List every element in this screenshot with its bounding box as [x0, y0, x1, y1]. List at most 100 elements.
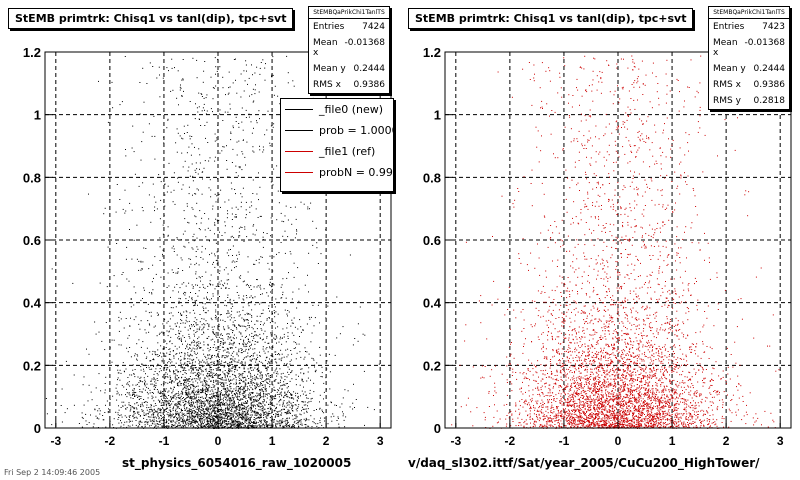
scatter-point [144, 424, 146, 426]
scatter-point [237, 393, 239, 395]
scatter-point [254, 419, 256, 421]
scatter-point [286, 419, 288, 421]
scatter-point [236, 421, 238, 422]
scatter-point [218, 193, 220, 195]
scatter-point [228, 399, 230, 401]
scatter-point [256, 401, 258, 402]
scatter-point [236, 396, 238, 398]
scatter-point [225, 267, 227, 269]
scatter-point [129, 347, 131, 348]
scatter-point [192, 407, 194, 409]
scatter-point [216, 422, 218, 424]
scatter-point [235, 395, 237, 397]
scatter-point [190, 411, 192, 413]
scatter-point [234, 420, 236, 422]
scatter-point [270, 181, 272, 183]
scatter-point [191, 414, 192, 416]
scatter-point [198, 408, 200, 410]
scatter-point [195, 271, 197, 273]
scatter-point [82, 417, 84, 419]
scatter-point [235, 214, 237, 215]
scatter-point [242, 364, 244, 365]
scatter-point [215, 368, 217, 370]
scatter-point [215, 332, 217, 334]
scatter-point [222, 350, 224, 352]
scatter-point [327, 423, 329, 425]
scatter-point [128, 402, 130, 404]
scatter-point [170, 415, 172, 417]
scatter-point [228, 368, 230, 370]
scatter-point [262, 411, 264, 413]
scatter-point [118, 372, 120, 374]
scatter-point [282, 405, 284, 407]
scatter-point [244, 421, 246, 423]
scatter-point [246, 283, 248, 285]
scatter-point [212, 426, 214, 428]
scatter-point [166, 398, 168, 399]
scatter-point [253, 396, 255, 398]
scatter-point [177, 70, 179, 72]
scatter-point [140, 299, 142, 301]
scatter-point [145, 332, 147, 334]
scatter-point [201, 251, 203, 253]
scatter-point [241, 417, 243, 419]
scatter-point [128, 419, 130, 420]
scatter-point [238, 311, 240, 313]
scatter-point [330, 401, 332, 403]
scatter-point [163, 332, 165, 334]
scatter-point [293, 391, 295, 393]
scatter-point [116, 399, 118, 401]
scatter-point [226, 333, 228, 335]
scatter-point [151, 281, 153, 283]
scatter-point [153, 408, 155, 410]
scatter-point [323, 412, 325, 414]
scatter-point [162, 407, 163, 409]
scatter-point [157, 374, 159, 376]
scatter-point [143, 101, 145, 103]
scatter-point [227, 416, 229, 418]
scatter-point [290, 394, 292, 396]
scatter-point [231, 379, 233, 381]
scatter-point [159, 401, 160, 402]
scatter-point [178, 406, 180, 408]
scatter-point [206, 110, 208, 112]
scatter-point [224, 426, 226, 427]
scatter-point [109, 399, 111, 400]
scatter-point [159, 392, 161, 394]
scatter-point [129, 410, 131, 412]
scatter-point [284, 375, 286, 377]
scatter-point [175, 362, 177, 364]
scatter-point [211, 423, 213, 424]
scatter-point [323, 398, 324, 400]
scatter-point [101, 340, 103, 342]
scatter-point [211, 389, 213, 391]
scatter-point [197, 375, 199, 377]
scatter-point [219, 341, 221, 343]
scatter-point [171, 361, 173, 363]
scatter-point [357, 323, 359, 325]
scatter-point [212, 205, 214, 207]
scatter-point [292, 426, 294, 428]
scatter-point [197, 111, 199, 113]
scatter-point [182, 393, 184, 395]
scatter-point [208, 420, 210, 422]
scatter-point [153, 419, 155, 421]
scatter-point [293, 341, 295, 343]
scatter-point [258, 172, 259, 174]
scatter-point [288, 400, 290, 402]
scatter-point [151, 383, 153, 385]
scatter-point [215, 391, 217, 393]
scatter-point [289, 411, 291, 413]
scatter-point [179, 417, 181, 419]
scatter-point [230, 425, 232, 427]
scatter-point [147, 303, 149, 305]
scatter-point [191, 284, 193, 286]
scatter-point [239, 407, 241, 409]
scatter-point [308, 401, 310, 403]
scatter-point [242, 404, 243, 406]
scatter-point [281, 297, 283, 299]
scatter-point [246, 356, 248, 358]
scatter-point [198, 411, 200, 412]
scatter-point [236, 261, 238, 262]
scatter-point [182, 416, 184, 418]
